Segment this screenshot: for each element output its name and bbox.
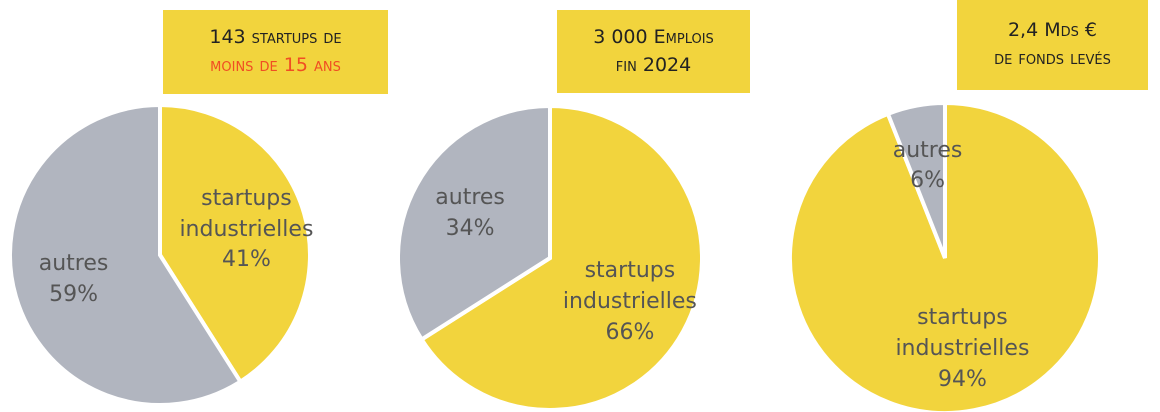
slice-label: startups industrielles 94%	[882, 303, 1042, 395]
chart-title: de fonds levés	[994, 47, 1111, 69]
chart-title: 143 startups de	[209, 26, 342, 49]
chart-title: moins de 15 ans	[210, 54, 341, 76]
slice-name: autres	[38, 251, 109, 277]
slice-label: autres 59%	[0, 249, 154, 311]
slice-label: autres 34%	[390, 183, 550, 245]
slice-value: 41%	[221, 247, 271, 273]
pie-slice	[885, 100, 947, 259]
slice-name: startups industrielles	[562, 257, 697, 314]
slice-label: startups industrielles 66%	[550, 256, 710, 348]
slice-value: 34%	[445, 216, 495, 242]
chart-title: fin 2024	[615, 53, 692, 76]
slice-label: startups industrielles 41%	[166, 184, 326, 276]
slice-name: autres	[435, 185, 505, 211]
chart-title: 3 000 Emplois	[593, 25, 714, 48]
pie-slice	[8, 102, 244, 407]
title-box: 143 startups de moins de 15 ans	[163, 10, 388, 94]
slice-name: startups industrielles	[895, 305, 1030, 361]
chart-title: 2,4 Mds €	[1007, 19, 1098, 42]
slice-value: 94%	[937, 366, 987, 392]
slice-label: autres 6%	[848, 136, 1008, 198]
pie-slice	[418, 103, 704, 412]
pie-slice	[788, 100, 1102, 412]
title-box: 3 000 Emplois fin 2024	[557, 10, 750, 93]
slice-value: 6%	[910, 168, 946, 194]
slice-value: 66%	[605, 319, 655, 345]
slice-value: 59%	[49, 282, 99, 308]
slice-name: autres	[892, 137, 963, 163]
slice-name: startups industrielles	[179, 185, 314, 242]
title-box: 2,4 Mds € de fonds levés	[957, 0, 1148, 90]
pie-slice	[396, 103, 552, 343]
